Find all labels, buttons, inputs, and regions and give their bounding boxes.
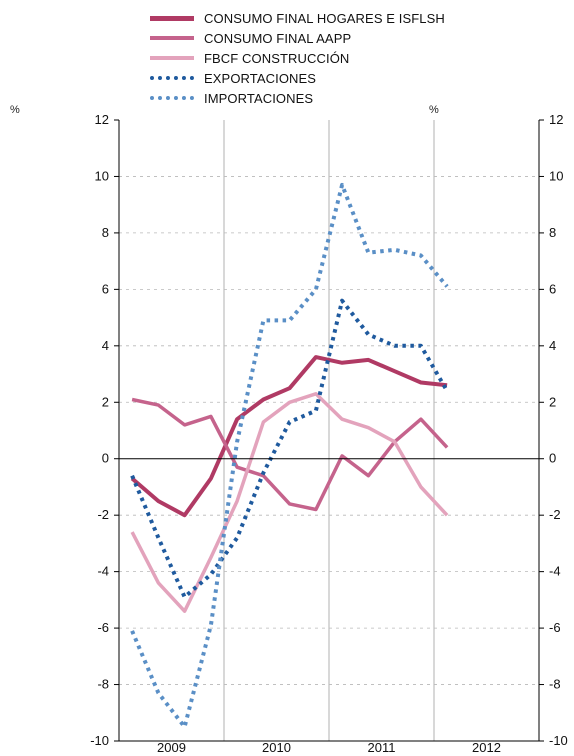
x-tick-label-2009: 2009 [157,740,186,755]
series-line-2 [130,392,449,613]
series-layer [130,182,449,729]
grid [119,120,539,741]
y-tick-label-left: 10 [95,168,109,183]
y-tick-label-left: 12 [95,112,109,127]
y-tick-label-left: -10 [90,733,109,748]
legend-item-importaciones: IMPORTACIONES [150,88,445,108]
legend-label-construccion: FBCF CONSTRUCCIÓN [204,50,350,66]
legend-swatch-aapp [150,36,194,40]
legend-label-aapp: CONSUMO FINAL AAPP [204,30,352,46]
y-tick-label-right: 6 [549,281,556,296]
y-tick-label-right: -8 [549,677,561,692]
legend-swatch-exportaciones [150,76,194,80]
y-tick-label-left: -6 [97,620,109,635]
x-tick-label-2010: 2010 [262,740,291,755]
legend-label-hogares: CONSUMO FINAL HOGARES E ISFLSH [204,10,445,26]
y-tick-label-left: 2 [102,394,109,409]
y-unit-right: % [429,104,439,116]
legend-swatch-construccion [150,56,194,60]
y-tick-label-right: 8 [549,225,556,240]
y-tick-label-right: 12 [549,112,563,127]
legend-item-exportaciones: EXPORTACIONES [150,68,445,88]
series-line-1 [131,397,449,512]
axes: -10 -10 -8 -8 -6 -6 -4 -4 -2 -2 0 0 2 2 4 4 6 6 8 8 10 10 12 12… [90,112,568,755]
y-tick-label-right: 0 [549,451,556,466]
legend-swatch-importaciones [150,96,194,100]
legend-label-exportaciones: EXPORTACIONES [204,70,317,86]
y-tick-label-left: 4 [102,338,109,353]
y-tick-label-right: 10 [549,168,563,183]
y-tick-label-right: -4 [549,564,561,579]
legend: CONSUMO FINAL HOGARES E ISFLSH CONSUMO F… [150,8,445,108]
legend-label-importaciones: IMPORTACIONES [204,90,314,106]
series-line-4 [130,182,449,729]
y-tick-label-right: -6 [549,620,561,635]
y-tick-label-left: -8 [97,677,109,692]
legend-item-hogares: CONSUMO FINAL HOGARES E ISFLSH [150,8,445,28]
y-tick-label-right: -10 [549,733,568,748]
legend-item-construccion: FBCF CONSTRUCCIÓN [150,48,445,68]
y-tick-label-left: 8 [102,225,109,240]
legend-swatch-hogares [150,15,194,21]
x-tick-label-2011: 2011 [368,740,396,755]
y-tick-label-right: -2 [549,507,561,522]
series-line-0 [130,355,448,518]
y-tick-label-left: 6 [102,281,109,296]
y-tick-label-left: -2 [97,507,109,522]
series-line-3 [130,298,449,599]
y-unit-left: % [10,104,20,116]
y-tick-label-right: 2 [549,394,556,409]
y-tick-label-left: 0 [102,451,109,466]
y-tick-label-right: 4 [549,338,556,353]
legend-item-aapp: CONSUMO FINAL AAPP [150,28,445,48]
y-tick-label-left: -4 [97,564,109,579]
x-tick-label-2012: 2012 [472,740,501,755]
